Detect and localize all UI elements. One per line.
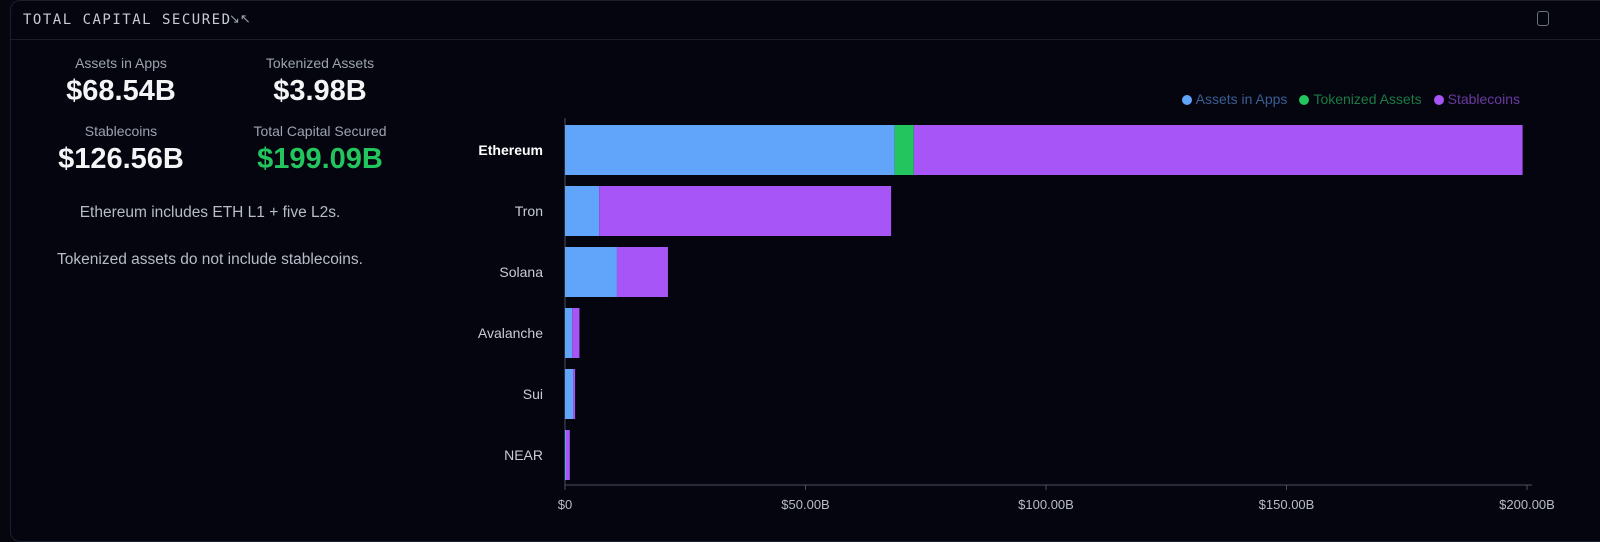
x-tick-label: $50.00B — [781, 497, 829, 512]
category-label: Tron — [515, 203, 543, 219]
bar-segment[interactable] — [565, 247, 617, 297]
stat-tokenized-assets: Tokenized Assets $3.98B — [225, 55, 415, 108]
legend-item-tokenized-assets[interactable]: Tokenized Assets — [1299, 91, 1422, 107]
stat-value: $199.09B — [257, 143, 383, 175]
bar-segment[interactable] — [565, 125, 895, 175]
stat-value: $3.98B — [273, 75, 367, 107]
stat-stablecoins: Stablecoins $126.56B — [26, 123, 216, 176]
category-label: Ethereum — [478, 142, 543, 158]
legend-dot — [1433, 95, 1444, 105]
stat-value: $126.56B — [58, 143, 184, 175]
collapse-arrows-icon[interactable]: ↘↖ — [229, 11, 251, 26]
bar-segment[interactable] — [565, 369, 574, 419]
stat-label: Assets in Apps — [75, 55, 167, 71]
category-label: NEAR — [504, 447, 543, 463]
stat-value: $68.54B — [66, 75, 176, 107]
legend-label: Stablecoins — [1447, 91, 1520, 107]
chart-legend: Assets in Apps Tokenized Assets Stableco… — [1181, 91, 1520, 107]
bar-segment[interactable] — [565, 308, 573, 358]
copy-icon[interactable] — [1537, 11, 1549, 26]
panel-title: TOTAL CAPITAL SECURED — [23, 12, 232, 28]
note-ethereum: Ethereum includes ETH L1 + five L2s. — [79, 204, 341, 221]
stat-label: Total Capital Secured — [253, 123, 387, 139]
x-tick-label: $200.00B — [1499, 497, 1555, 512]
note-tokenized: Tokenized assets do not include stableco… — [57, 251, 363, 268]
bar-chart: Ethereum Tron Solana Avalanche Sui NEAR $0 $50.… — [478, 118, 1555, 512]
bar-segment[interactable] — [894, 125, 914, 175]
legend-dot — [1299, 95, 1310, 105]
x-tick-label: $100.00B — [1018, 497, 1074, 512]
stat-label: Stablecoins — [84, 123, 158, 139]
category-label: Solana — [499, 264, 543, 280]
stat-total-capital-secured: Total Capital Secured $199.09B — [225, 123, 415, 176]
bar-segment[interactable] — [565, 186, 600, 236]
x-tick-label: $0 — [558, 497, 572, 512]
panel-header: TOTAL CAPITAL SECURED ↘↖ — [11, 1, 1600, 40]
legend-label: Tokenized Assets — [1313, 91, 1422, 107]
legend-item-stablecoins[interactable]: Stablecoins — [1433, 91, 1520, 107]
bar-segment[interactable] — [913, 125, 1523, 175]
legend-label: Assets in Apps — [1195, 91, 1288, 107]
stat-assets-in-apps: Assets in Apps $68.54B — [26, 55, 216, 108]
bar-segment[interactable] — [573, 369, 576, 419]
bar-segment[interactable] — [565, 430, 566, 480]
bar-segment[interactable] — [565, 430, 570, 480]
legend-dot — [1181, 95, 1192, 105]
bar-segment[interactable] — [599, 186, 892, 236]
category-label: Avalanche — [478, 325, 543, 341]
bar-segment[interactable] — [616, 247, 668, 297]
bar-segment[interactable] — [572, 308, 580, 358]
total-capital-panel: TOTAL CAPITAL SECURED ↘↖ — [10, 0, 1600, 542]
stat-label: Tokenized Assets — [265, 55, 375, 71]
category-label: Sui — [523, 386, 543, 402]
x-tick-label: $150.00B — [1259, 497, 1315, 512]
legend-item-assets-in-apps[interactable]: Assets in Apps — [1181, 91, 1288, 107]
